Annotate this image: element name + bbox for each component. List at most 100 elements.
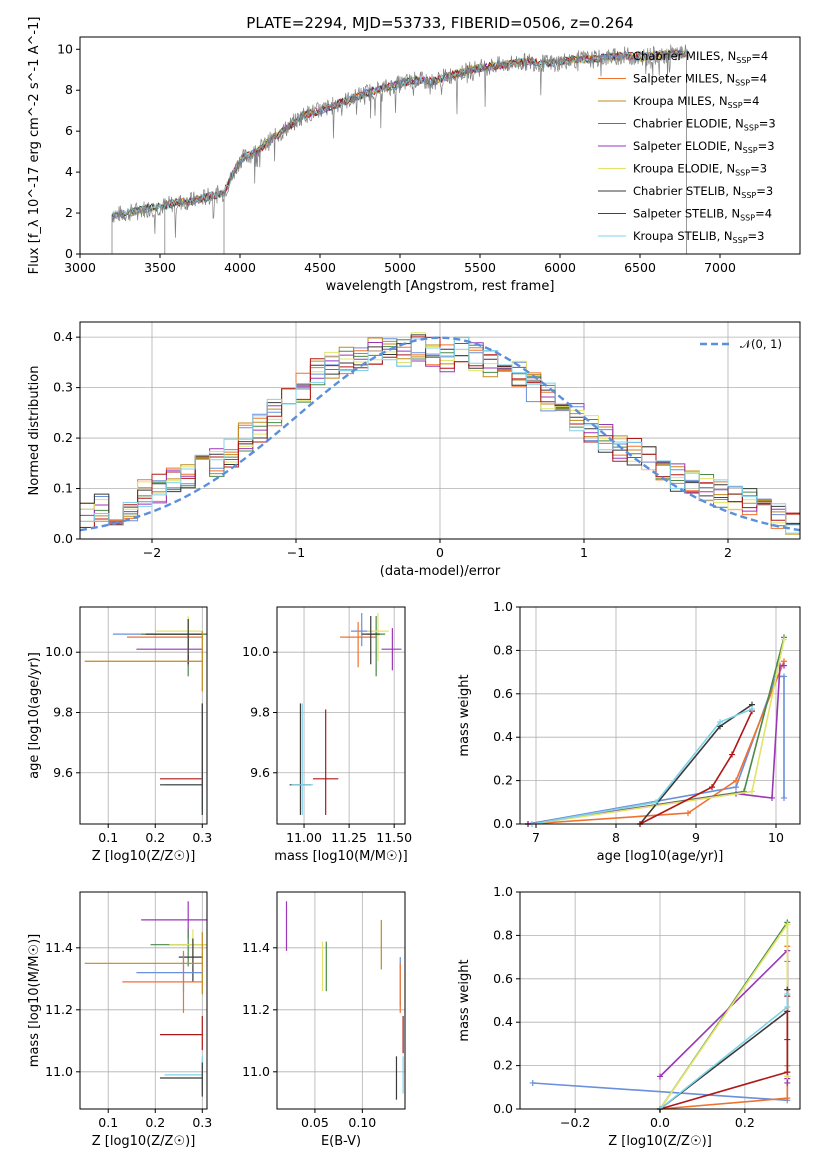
- legend-label: Chabrier MILES, NSSP=4: [633, 49, 768, 65]
- weight-marker: [685, 810, 691, 817]
- y-tick-label: 0.2: [493, 773, 513, 788]
- y-tick-label: 11.4: [45, 940, 73, 955]
- weight-marker: [749, 705, 755, 712]
- x-tick-label: 3000: [64, 260, 96, 275]
- y-axis-label: age [log10(age/yr)]: [27, 652, 42, 779]
- y-tick-label: 0.0: [53, 531, 73, 546]
- x-tick-label: 5500: [464, 260, 496, 275]
- legend-label: 𝒩(0, 1): [740, 337, 782, 351]
- spectrum-model-line: [111, 49, 689, 219]
- x-axis-label: Z [log10(Z/Z☉)]: [92, 849, 196, 864]
- y-tick-label: 0.2: [53, 430, 73, 445]
- weight-marker: [781, 662, 787, 669]
- y-axis-label: Flux [f_λ 10^-17 erg cm^-2 s^-1 A^-1]: [27, 17, 42, 275]
- x-tick-label: 0.05: [301, 1115, 329, 1130]
- x-axis-label: mass [log10(M/M☉)]: [274, 849, 407, 864]
- y-tick-label: 9.8: [250, 704, 270, 719]
- y-tick-label: 0.4: [493, 729, 513, 744]
- x-tick-label: 0.10: [348, 1115, 376, 1130]
- y-tick-label: 10: [57, 41, 73, 56]
- weight-marker: [529, 1079, 536, 1086]
- weight-line: [659, 994, 789, 1110]
- y-tick-label: 11.2: [45, 1002, 73, 1017]
- weight-marker: [717, 719, 723, 726]
- weight-marker: [749, 788, 755, 795]
- x-tick-label: 0.3: [192, 1115, 212, 1130]
- spectrum-model-line: [111, 48, 689, 219]
- weight-marker: [657, 1073, 663, 1080]
- y-tick-label: 0.0: [493, 1101, 513, 1116]
- x-tick-label: 6500: [624, 260, 656, 275]
- figure-title: PLATE=2294, MJD=53733, FIBERID=0506, z=0…: [246, 14, 633, 32]
- legend-label: Salpeter STELIB, NSSP=4: [633, 207, 772, 223]
- y-tick-label: 0.4: [493, 1014, 513, 1029]
- x-tick-label: 7: [532, 830, 540, 845]
- legend-label: Salpeter ELODIE, NSSP=3: [633, 139, 775, 155]
- weight-marker: [781, 673, 787, 680]
- weight-line: [527, 637, 785, 825]
- weight-marker: [784, 1004, 791, 1011]
- y-tick-label: 0.6: [493, 686, 513, 701]
- plot-area: [285, 901, 404, 1100]
- x-tick-label: 0.2: [145, 830, 165, 845]
- x-tick-label: 4000: [224, 260, 256, 275]
- y-tick-label: 9.6: [250, 765, 270, 780]
- x-tick-label: 0.3: [192, 830, 212, 845]
- x-tick-label: 0.2: [145, 1115, 165, 1130]
- x-axis-label: E(B-V): [321, 1134, 361, 1149]
- spectrum-model-line: [162, 49, 689, 211]
- x-axis-label: wavelength [Angstrom, rest frame]: [326, 279, 555, 294]
- weight-marker: [784, 1036, 791, 1043]
- plot-area: [529, 919, 791, 1112]
- x-axis-label: Z [log10(Z/Z☉)]: [608, 1134, 712, 1149]
- normal-curve: [79, 336, 801, 532]
- axes-frame: [276, 606, 406, 825]
- x-tick-label: 3500: [144, 260, 176, 275]
- x-tick-label: −1: [287, 545, 305, 560]
- y-tick-label: 11.0: [45, 1064, 73, 1079]
- legend-label: Kroupa STELIB, NSSP=3: [633, 229, 764, 245]
- y-tick-label: 11.2: [242, 1002, 270, 1017]
- x-tick-label: 1: [580, 545, 588, 560]
- weight-marker: [733, 777, 739, 784]
- weight-marker: [781, 794, 787, 801]
- y-tick-label: 0: [65, 246, 73, 261]
- axes-frame: [79, 36, 801, 255]
- plot-area: [84, 616, 207, 815]
- weight-marker: [733, 784, 739, 791]
- panel-age-vs-mass: 11.00 11.25 11.50 9.6 9.8 10.0 mass [log10(M/M…: [242, 606, 412, 864]
- x-tick-label: 9: [692, 830, 700, 845]
- plot-area: [84, 901, 207, 1097]
- weight-marker: [784, 1095, 791, 1102]
- x-tick-label: 7000: [704, 260, 736, 275]
- panel-spectrum: 3000 3500 4000 4500 5000 5500 6000 6500 7000 0 2 4 6…: [27, 17, 801, 294]
- x-tick-label: 11.50: [376, 830, 412, 845]
- panel-mass-vs-Z: 0.1 0.2 0.3 11.0 11.2 11.4 Z [log10(Z/Z☉)] mass…: [27, 891, 212, 1149]
- weight-marker: [769, 794, 775, 801]
- weight-line: [659, 996, 789, 1110]
- y-tick-label: 9.8: [53, 704, 73, 719]
- x-tick-label: 2: [724, 545, 732, 560]
- y-tick-label: 1.0: [493, 884, 513, 899]
- x-tick-label: 0.0: [650, 1115, 670, 1130]
- legend-label: Chabrier ELODIE, NSSP=3: [633, 117, 776, 133]
- legend-label: Chabrier STELIB, NSSP=3: [633, 184, 773, 200]
- x-tick-label: 0.2: [735, 1115, 755, 1130]
- panel-mass-vs-EBV: 0.05 0.10 11.0 11.2 11.4 E(B-V): [242, 891, 406, 1149]
- axes-frame: [519, 891, 801, 1110]
- y-tick-label: 11.0: [242, 1064, 270, 1079]
- y-tick-label: 0.8: [493, 642, 513, 657]
- x-axis-label: age [log10(age/yr)]: [597, 849, 724, 864]
- y-tick-label: 1.0: [493, 599, 513, 614]
- spectrum-model-line: [111, 48, 689, 219]
- x-tick-label: 0.1: [98, 830, 118, 845]
- weight-line: [659, 946, 789, 1110]
- y-tick-label: 0.0: [493, 816, 513, 831]
- weight-marker: [781, 636, 787, 643]
- x-axis-label: Z [log10(Z/Z☉)]: [92, 1134, 196, 1149]
- y-tick-label: 9.6: [53, 765, 73, 780]
- x-tick-label: 0: [436, 545, 444, 560]
- x-tick-label: 6000: [544, 260, 576, 275]
- axes-frame: [79, 606, 208, 825]
- y-tick-label: 0.6: [493, 971, 513, 986]
